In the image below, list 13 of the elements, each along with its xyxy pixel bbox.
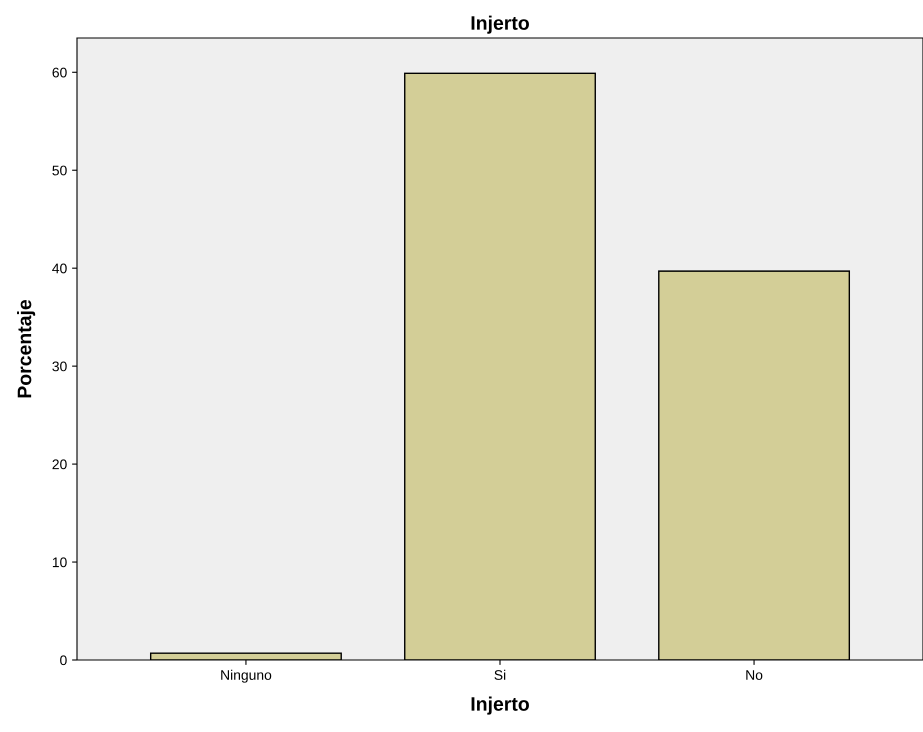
- y-tick-label: 60: [52, 68, 67, 78]
- y-tick-label: 40: [52, 264, 67, 274]
- x-tick-label: Si: [494, 670, 506, 680]
- x-axis-title: Injerto: [472, 696, 529, 715]
- y-tick-label: 30: [52, 361, 67, 372]
- y-tick-label: 50: [52, 166, 67, 176]
- y-tick-label: 10: [52, 557, 67, 568]
- x-tick-label: No: [746, 670, 762, 680]
- y-tick-label: 0: [60, 655, 67, 666]
- y-axis-title: Porcentaje: [17, 300, 36, 398]
- y-tick-label: 20: [52, 459, 67, 470]
- x-tick-label: Ninguno: [221, 670, 272, 683]
- chart-title: Injerto: [472, 16, 529, 34]
